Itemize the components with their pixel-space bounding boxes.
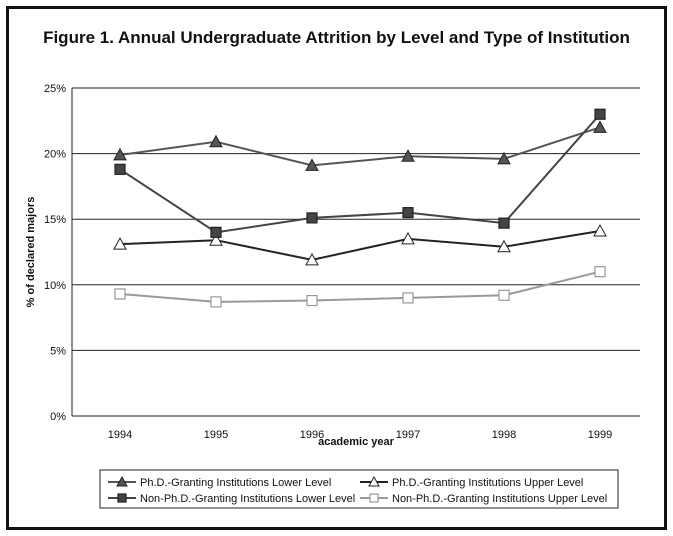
data-point	[594, 266, 606, 278]
series-line	[119, 126, 601, 167]
data-point	[594, 108, 606, 120]
data-point	[209, 134, 223, 148]
data-point	[209, 233, 223, 246]
data-point	[113, 147, 127, 161]
x-tick-label: 1996	[300, 429, 324, 441]
legend-label: Ph.D.-Granting Institutions Upper Level	[392, 477, 583, 489]
x-tick-labels: 1994 1995 1996 1997 1998 1999	[108, 429, 612, 441]
x-tick-label: 1994	[108, 429, 132, 441]
data-point	[401, 149, 415, 162]
series-0	[113, 120, 607, 171]
series-line	[119, 113, 601, 234]
data-point	[210, 226, 222, 238]
data-point	[593, 223, 607, 237]
y-tick-label: 20%	[44, 149, 66, 161]
data-point	[593, 120, 607, 133]
y-tick-labels: 0% 5% 10% 15% 20% 25%	[44, 83, 66, 423]
legend-label: Non-Ph.D.-Granting Institutions Upper Le…	[392, 493, 607, 505]
series-line	[119, 230, 601, 261]
data-point	[498, 217, 510, 229]
data-point	[113, 237, 127, 250]
data-point	[116, 475, 128, 487]
series-2	[114, 108, 606, 238]
data-point	[210, 296, 222, 308]
legend-box	[99, 469, 619, 509]
grid-lines	[72, 87, 640, 351]
data-point	[498, 289, 510, 301]
series-1	[113, 223, 607, 266]
data-point	[305, 158, 319, 171]
y-tick-label: 25%	[44, 83, 66, 95]
x-tick-label: 1995	[204, 429, 228, 441]
data-point	[402, 292, 414, 304]
data-point	[305, 252, 319, 266]
x-axis-label: academic year	[318, 436, 395, 448]
axes	[71, 88, 640, 417]
x-tick-label: 1997	[396, 429, 420, 441]
legend: Ph.D.-Granting Institutions Lower Level P…	[99, 469, 619, 509]
figure-frame	[6, 6, 667, 530]
legend-label: Non-Ph.D.-Granting Institutions Lower Le…	[140, 493, 355, 505]
data-point	[114, 163, 126, 175]
y-tick-label: 15%	[44, 214, 66, 226]
data-point	[114, 288, 126, 300]
data-point	[402, 207, 414, 219]
chart-title: Figure 1. Annual Undergraduate Attrition…	[43, 28, 630, 47]
series-3	[114, 266, 606, 308]
y-tick-label: 5%	[50, 345, 66, 357]
x-tick-label: 1999	[588, 429, 612, 441]
y-tick-label: 0%	[50, 411, 66, 423]
y-tick-label: 10%	[44, 280, 66, 292]
series-group	[113, 108, 607, 308]
x-tick-label: 1998	[492, 429, 516, 441]
data-point	[369, 493, 379, 503]
data-point	[306, 294, 318, 307]
data-point	[306, 212, 318, 224]
legend-label: Ph.D.-Granting Institutions Lower Level	[140, 477, 331, 489]
data-point	[401, 231, 415, 245]
data-point	[497, 239, 511, 253]
series-line	[119, 270, 601, 303]
y-axis-label: % of declared majors	[25, 197, 37, 308]
data-point	[117, 493, 127, 503]
data-point	[497, 151, 511, 165]
data-point	[368, 475, 380, 487]
